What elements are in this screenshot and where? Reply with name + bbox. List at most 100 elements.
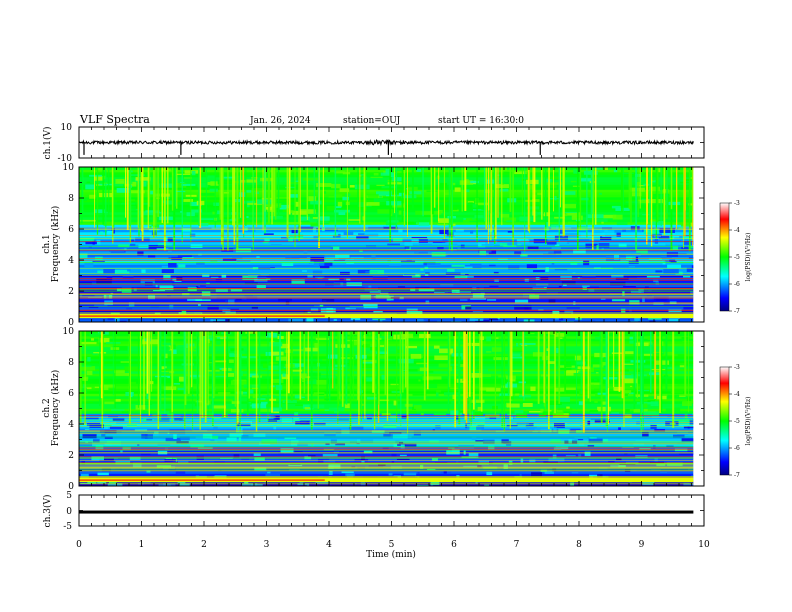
sferic-streak: [495, 167, 497, 240]
spectrogram-patch: [115, 178, 125, 184]
spectrogram-patch: [416, 484, 430, 486]
spectrogram-patch: [111, 409, 125, 411]
spectrogram-patch: [251, 177, 258, 179]
spectrogram-patch: [379, 355, 387, 359]
spectrogram-patch: [182, 228, 191, 232]
spectrogram-patch: [624, 378, 638, 384]
spectrogram-patch: [213, 335, 228, 338]
spectrogram-patch: [146, 470, 151, 473]
sferic-streak: [426, 331, 429, 390]
spectrogram-patch: [646, 275, 660, 278]
spectrogram-patch: [629, 336, 633, 340]
spectrogram-patch: [579, 233, 582, 237]
spectrogram-patch: [154, 375, 170, 378]
spectrogram-patch: [178, 264, 186, 268]
spectrogram-patch: [87, 349, 103, 352]
spectrogram-patch: [344, 403, 350, 409]
spectrogram-patch: [443, 470, 447, 474]
spectrogram-patch: [356, 236, 369, 240]
harmonic-line: [79, 235, 694, 237]
spectrogram-band: [79, 443, 694, 447]
spectrogram-patch: [524, 305, 532, 311]
sferic-streak: [79, 331, 82, 423]
sferic-streak: [201, 331, 204, 419]
spectrogram-patch: [163, 237, 169, 243]
sferic-streak: [510, 331, 513, 397]
colorbar-tick-label: -3: [734, 364, 740, 371]
sferic-streak: [553, 167, 554, 212]
spectrogram-patch: [161, 269, 174, 274]
spectrogram-patch: [582, 285, 590, 287]
spectrogram-patch: [563, 191, 576, 195]
spectrogram-patch: [642, 431, 649, 437]
spectrogram-patch: [358, 365, 366, 367]
spectrogram-band: [79, 244, 694, 248]
spectrogram-patch: [383, 432, 396, 437]
ch2-colorbar-gradient: [719, 366, 730, 476]
spectrogram-patch: [358, 233, 365, 236]
spectrogram-patch: [481, 244, 494, 247]
sferic-streak: [108, 167, 110, 215]
harmonic-line: [79, 290, 694, 292]
spectrogram-patch: [624, 414, 632, 419]
spectrogram-patch: [249, 389, 254, 394]
spectrogram-patch: [611, 205, 621, 209]
spectrogram-patch: [368, 226, 384, 230]
harmonic-line: [79, 283, 694, 285]
spectrogram-band: [79, 239, 694, 243]
spectrogram-patch: [216, 340, 221, 345]
sferic-streak: [528, 167, 531, 233]
harmonic-line: [79, 430, 694, 431]
spectrogram-patch: [390, 414, 397, 419]
spectrogram-patch: [324, 254, 336, 258]
spectrogram-patch: [591, 167, 603, 170]
sferic-streak: [328, 331, 331, 402]
spectrogram-patch: [688, 246, 695, 249]
spectrogram-patch: [294, 412, 299, 416]
spectrogram-patch: [342, 171, 351, 175]
x-axis-label: Time (min): [366, 549, 416, 560]
spectrogram-patch: [670, 389, 683, 394]
spectrogram-band: [79, 483, 694, 486]
spectrogram-patch: [391, 461, 395, 464]
sferic-streak: [306, 167, 309, 217]
spectrogram-patch: [414, 251, 428, 254]
harmonic-line: [79, 253, 694, 255]
spectrogram-patch: [553, 250, 562, 254]
sferic-streak: [183, 331, 186, 395]
spectrogram-patch: [260, 270, 269, 276]
spectrogram-patch: [157, 410, 170, 414]
spectrogram-patch: [666, 335, 673, 340]
spectrogram-patch: [594, 401, 598, 403]
sferic-streak: [81, 167, 83, 224]
spectrogram-patch: [495, 337, 499, 339]
spectrogram-patch: [206, 282, 210, 284]
spectrogram-patch: [386, 201, 402, 206]
sferic-streak: [140, 167, 142, 229]
spectrogram-patch: [412, 406, 416, 410]
spectrogram-patch: [108, 415, 119, 418]
spectrogram-band: [79, 254, 694, 258]
harmonic-line: [79, 292, 694, 294]
spectrogram-patch: [162, 383, 177, 386]
y-tick-label: 0: [68, 482, 74, 492]
sferic-streak: [468, 331, 470, 394]
spectrogram-patch: [376, 191, 392, 196]
sferic-streak: [503, 331, 505, 432]
spectrogram-patch: [325, 282, 341, 286]
spectrogram-band: [79, 386, 694, 389]
spectrogram-patch: [531, 472, 543, 478]
spectrogram-patch: [137, 251, 144, 256]
harmonic-line: [79, 262, 694, 263]
x-tick-label: 10: [698, 540, 710, 550]
ch1-colorbar-gradient: [719, 202, 730, 312]
spectrogram-patch: [278, 298, 292, 302]
ch1-colorbar-ticks: -3-4-5-6-7: [729, 200, 740, 315]
sferic-streak: [373, 331, 376, 430]
spectrogram-patch: [653, 279, 659, 283]
spectrogram-patch: [291, 279, 305, 284]
y-tick-label: 10: [63, 327, 75, 337]
spectrogram-patch: [604, 230, 615, 236]
spectrogram-band: [79, 408, 694, 412]
harmonic-line: [79, 468, 694, 470]
